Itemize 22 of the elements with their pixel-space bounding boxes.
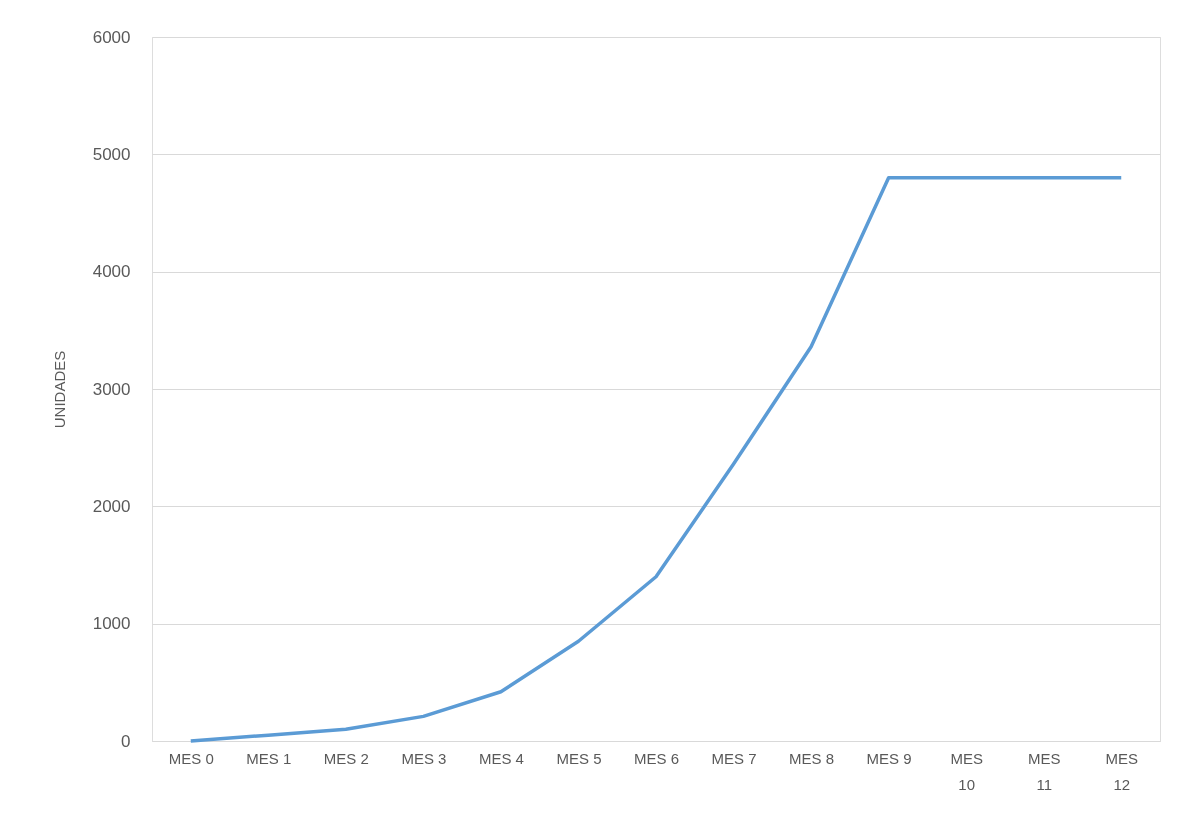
x-tick-label: MES 5 — [556, 749, 602, 767]
x-tick-label: MES 4 — [478, 749, 524, 767]
x-tick-label: MES 8 — [789, 749, 835, 767]
line-series — [189, 176, 1123, 743]
y-tick-label: 0 — [121, 731, 131, 751]
x-tick-label: MES 10 — [950, 749, 983, 793]
x-tick-label: MES 6 — [633, 749, 680, 767]
y-tick-label: 1000 — [92, 614, 131, 634]
y-tick-label: 6000 — [92, 27, 131, 47]
x-tick-label: MES 0 — [168, 749, 214, 767]
y-tick-label: 5000 — [92, 144, 131, 164]
x-tick-label: MES 9 — [866, 749, 912, 767]
x-tick-label: MES 3 — [401, 749, 447, 767]
y-tick-label: 4000 — [92, 262, 131, 282]
x-tick-label: MES 2 — [323, 749, 369, 767]
y-tick-label: 2000 — [92, 496, 131, 516]
x-tick-label: MES 7 — [711, 749, 757, 767]
x-tick-label: MES 12 — [1105, 749, 1138, 793]
y-axis-title: UNIDADES — [50, 350, 68, 429]
x-tick-label: MES 1 — [246, 749, 292, 767]
x-tick-label: MES 11 — [1027, 749, 1061, 793]
y-tick-label: 3000 — [92, 379, 131, 399]
